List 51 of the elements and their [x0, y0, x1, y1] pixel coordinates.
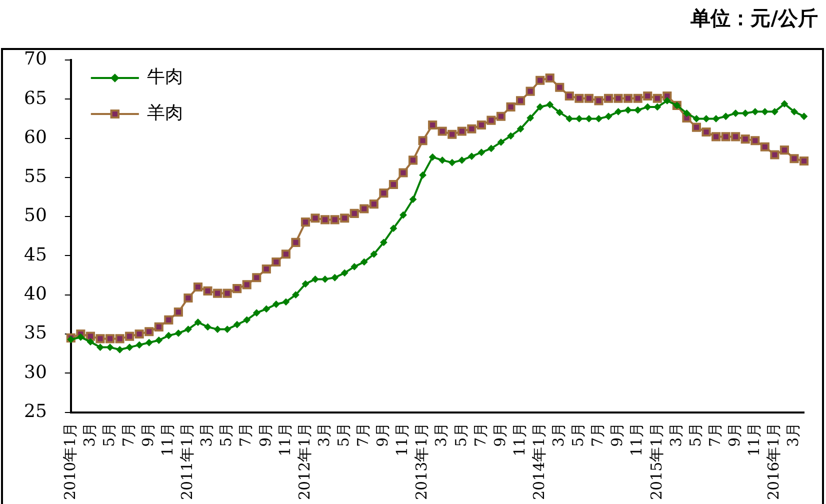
x-tick-label: 9月	[138, 422, 157, 447]
y-tick-label: 25	[24, 400, 47, 422]
x-tick-label: 9月	[608, 422, 626, 447]
x-tick-label: 3月	[550, 422, 568, 447]
x-tick-label: 2013年1月	[412, 422, 431, 500]
x-tick-label: 5月	[217, 422, 236, 447]
x-tick-label: 5月	[334, 422, 352, 447]
x-tick-label: 2014年1月	[530, 422, 548, 500]
x-tick-label: 7月	[588, 422, 607, 447]
y-tick-label: 45	[24, 244, 47, 266]
x-tick-label: 3月	[80, 422, 98, 447]
x-tick-label: 7月	[471, 422, 490, 447]
x-tick-label: 7月	[706, 422, 724, 447]
y-tick-label: 55	[24, 166, 47, 188]
x-tick-label: 3月	[198, 422, 216, 447]
y-tick-label: 60	[24, 126, 47, 148]
x-tick-label: 3月	[314, 422, 333, 447]
y-tick-label: 65	[24, 88, 47, 109]
x-tick-label: 2010年1月	[60, 422, 79, 500]
x-tick-label: 9月	[374, 422, 392, 447]
y-tick-label: 70	[24, 48, 47, 70]
y-tick-label: 35	[24, 322, 47, 344]
x-tick-label: 2012年1月	[295, 422, 314, 500]
x-tick-label: 5月	[100, 422, 118, 447]
x-tick-label: 7月	[119, 422, 138, 447]
legend-label: 牛肉	[146, 66, 183, 88]
chart-title: 单位：元/公斤	[690, 6, 818, 30]
x-tick-label: 3月	[432, 422, 450, 447]
x-tick-label: 7月	[354, 422, 372, 447]
x-tick-label: 5月	[569, 422, 588, 447]
y-tick-label: 50	[24, 205, 47, 226]
legend-label: 羊肉	[146, 102, 183, 124]
x-tick-label: 11月	[628, 422, 646, 456]
x-tick-label: 11月	[745, 422, 764, 456]
x-tick-label: 9月	[256, 422, 274, 447]
x-tick-label: 9月	[490, 422, 509, 447]
x-tick-label: 7月	[236, 422, 255, 447]
x-tick-label: 11月	[276, 422, 294, 456]
x-tick-label: 9月	[725, 422, 744, 447]
x-tick-label: 2015年1月	[647, 422, 666, 500]
x-tick-label: 11月	[158, 422, 177, 456]
x-tick-label: 11月	[393, 422, 412, 456]
x-tick-label: 5月	[686, 422, 704, 447]
x-tick-label: 2016年1月	[764, 422, 783, 500]
x-tick-label: 3月	[784, 422, 802, 447]
x-tick-label: 11月	[510, 422, 528, 456]
x-tick-label: 3月	[666, 422, 685, 447]
x-tick-label: 2011年1月	[178, 422, 196, 500]
y-tick-label: 40	[24, 284, 47, 305]
x-tick-label: 5月	[452, 422, 470, 447]
y-tick-label: 30	[24, 362, 47, 383]
